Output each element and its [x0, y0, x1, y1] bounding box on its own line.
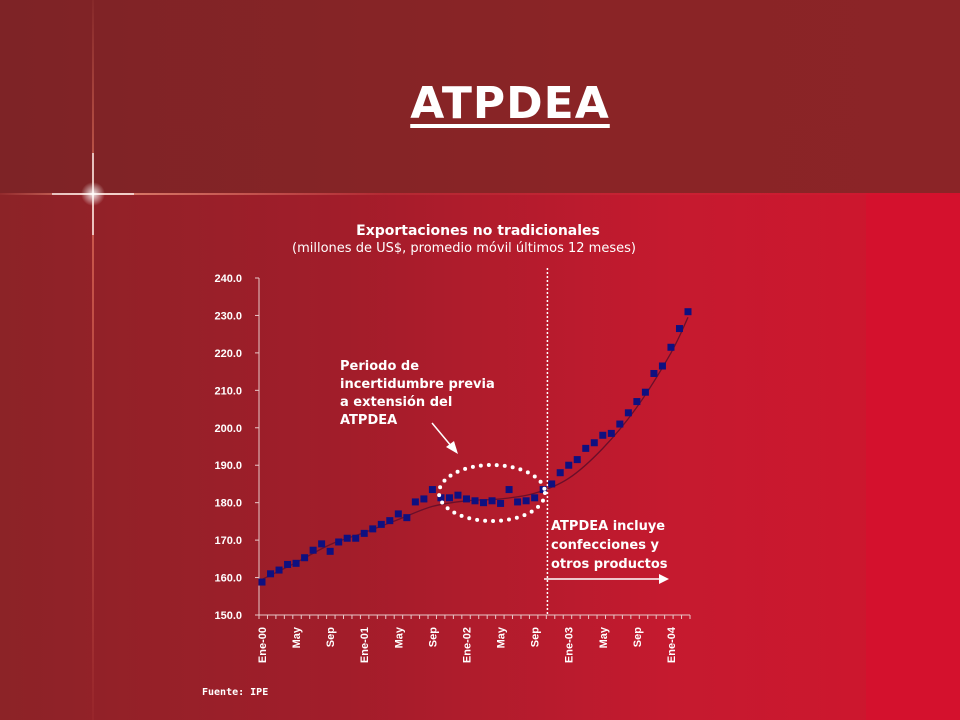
y-tick-label: 160.0 [214, 573, 242, 585]
data-point [301, 554, 309, 562]
header-band [0, 0, 960, 193]
data-point [411, 498, 419, 506]
uncertainty-ellipse [437, 463, 547, 523]
uncertainty-annotation-line: ATPDEA [340, 413, 397, 428]
data-point [360, 529, 368, 537]
data-point [650, 369, 658, 377]
data-point [258, 578, 266, 586]
data-point [565, 461, 573, 469]
uncertainty-annotation-line: Periodo de [340, 359, 419, 374]
data-point [284, 560, 292, 568]
data-point [548, 480, 556, 488]
data-point [667, 343, 675, 351]
y-tick-label: 190.0 [214, 460, 242, 472]
data-point [420, 495, 428, 503]
source-note: Fuente: IPE [202, 687, 268, 698]
data-point [624, 409, 632, 417]
x-tick-label: Sep [427, 627, 439, 647]
sparkle-icon [52, 153, 134, 235]
data-point [326, 547, 334, 555]
data-point [556, 469, 564, 477]
uncertainty-arrow-line [431, 422, 453, 448]
data-point [582, 444, 590, 452]
x-tick-label: Sep [530, 627, 542, 647]
decor-vertical-line [92, 0, 94, 720]
y-tick-label: 150.0 [214, 610, 242, 622]
data-point [267, 570, 275, 578]
x-tick-label: May [291, 626, 303, 648]
x-tick-label: Ene-02 [461, 627, 473, 663]
data-point [386, 517, 394, 525]
data-point [377, 520, 385, 528]
data-point [445, 494, 453, 502]
y-tick-label: 230.0 [214, 310, 242, 322]
data-point [658, 362, 666, 370]
data-point [514, 498, 522, 506]
x-tick-label: May [496, 626, 508, 648]
data-point [352, 534, 360, 542]
data-point [403, 514, 411, 522]
data-point [343, 534, 351, 542]
data-point [309, 546, 317, 554]
y-tick-label: 210.0 [214, 385, 242, 397]
uncertainty-annotation-line: a extensión del [340, 395, 452, 410]
data-point [675, 325, 683, 333]
decor-horizontal-line [0, 193, 960, 195]
y-tick-label: 220.0 [214, 348, 242, 360]
data-point [335, 538, 343, 546]
data-point [471, 497, 479, 505]
x-tick-label: Ene-03 [564, 627, 576, 663]
content-band [0, 193, 960, 720]
data-point [428, 486, 436, 494]
y-tick-label: 180.0 [214, 498, 242, 510]
data-point [437, 494, 445, 502]
chart-title: Exportaciones no tradicionales [356, 223, 600, 239]
x-tick-label: Ene-01 [359, 627, 371, 663]
data-point [607, 429, 615, 437]
data-point [318, 540, 326, 548]
atpdea-annotation-line: ATPDEA incluye [551, 519, 665, 534]
x-tick-label: Ene-00 [257, 627, 269, 663]
data-point [641, 388, 649, 396]
x-tick-label: May [393, 626, 405, 648]
data-point [369, 525, 377, 533]
data-point [633, 398, 641, 406]
data-point [531, 494, 539, 502]
x-tick-label: May [598, 626, 610, 648]
data-point [505, 486, 513, 494]
data-point [497, 499, 505, 507]
data-point [590, 439, 598, 447]
data-point [522, 497, 530, 505]
data-point [480, 499, 488, 507]
atpdea-arrow-head [659, 574, 669, 584]
data-point [462, 495, 470, 503]
y-tick-label: 200.0 [214, 423, 242, 435]
right-accent-band [866, 193, 960, 720]
data-point [616, 420, 624, 428]
data-point [394, 510, 402, 518]
uncertainty-annotation-line: incertidumbre previa [340, 377, 495, 392]
data-point [488, 497, 496, 505]
data-point [684, 308, 692, 316]
y-tick-label: 240.0 [214, 273, 242, 285]
chart-subtitle: (millones de US$, promedio móvil últimos… [292, 241, 636, 256]
data-point [573, 456, 581, 464]
data-point [292, 559, 300, 567]
uncertainty-arrow-head [446, 441, 458, 454]
x-tick-label: Sep [325, 627, 337, 647]
data-point [275, 566, 283, 574]
atpdea-annotation-line: confecciones y [551, 538, 659, 553]
data-point [599, 431, 607, 439]
data-point [454, 491, 462, 499]
x-tick-label: Ene-04 [666, 626, 678, 663]
slide-title: ATPDEA [410, 78, 610, 129]
x-tick-label: Sep [632, 627, 644, 647]
atpdea-annotation-line: otros productos [551, 557, 668, 572]
y-tick-label: 170.0 [214, 535, 242, 547]
